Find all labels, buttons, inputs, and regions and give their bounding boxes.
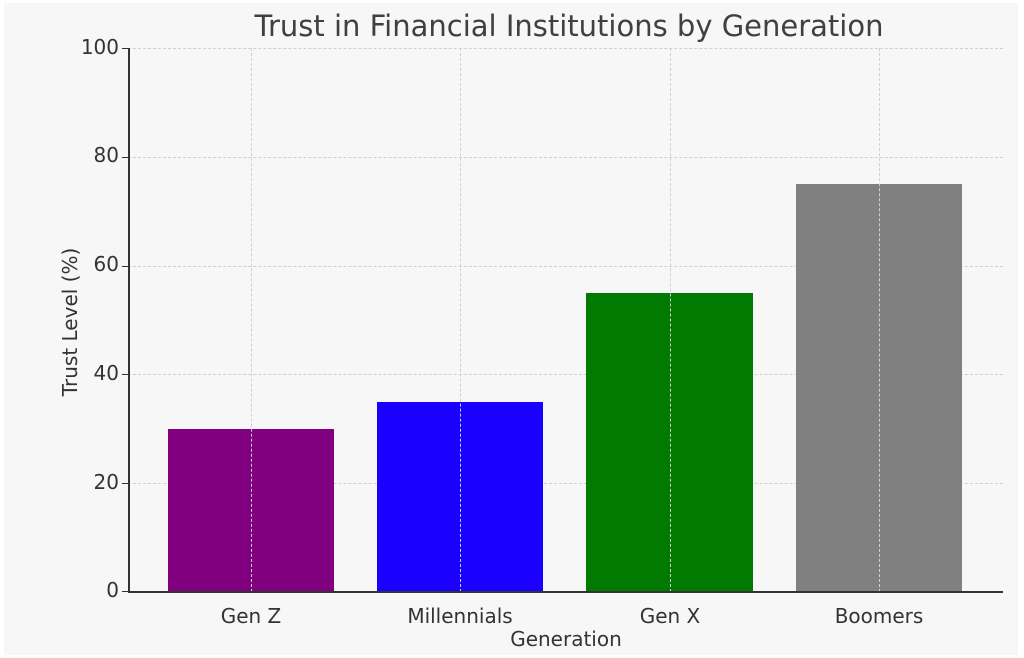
ytick-label-100: 100 xyxy=(80,35,119,59)
ytick-mark xyxy=(122,48,128,49)
x-axis-line xyxy=(128,591,1003,593)
gridline-millennials xyxy=(460,48,461,592)
y-axis-title: Trust Level (%) xyxy=(58,247,82,397)
gridline-gen-x xyxy=(670,48,671,592)
gridline-80 xyxy=(128,156,1003,158)
ytick-mark xyxy=(122,265,128,267)
xtick-label-millennials: Millennials xyxy=(407,604,513,628)
ytick-label-80: 80 xyxy=(93,143,119,167)
xtick-label-gen-z: Gen Z xyxy=(220,604,282,628)
bar-gen-x xyxy=(586,292,753,592)
ytick-label-60: 60 xyxy=(93,252,119,276)
ytick-label-0: 0 xyxy=(106,578,119,602)
gridline-gen-z xyxy=(251,48,252,592)
ytick-mark xyxy=(122,591,128,592)
xtick-label-gen-x: Gen X xyxy=(639,604,701,628)
ytick-mark xyxy=(122,156,128,158)
ytick-label-20: 20 xyxy=(93,470,119,494)
plot-area: 0 20 40 60 80 100 Gen Z Millennials Gen … xyxy=(81,35,1003,628)
gridline-100 xyxy=(128,48,1003,49)
x-axis-title: Generation xyxy=(510,627,622,651)
xtick-label-boomers: Boomers xyxy=(834,604,924,628)
gridline-boomers xyxy=(879,48,880,592)
chart-title: Trust in Financial Institutions by Gener… xyxy=(254,9,884,43)
y-axis-line xyxy=(128,48,130,592)
ytick-mark xyxy=(122,374,128,376)
gridline-20 xyxy=(128,483,1003,485)
ytick-label-40: 40 xyxy=(93,361,119,385)
ytick-mark xyxy=(122,483,128,485)
gridline-40 xyxy=(128,374,1003,376)
gridline-60 xyxy=(128,265,1003,267)
